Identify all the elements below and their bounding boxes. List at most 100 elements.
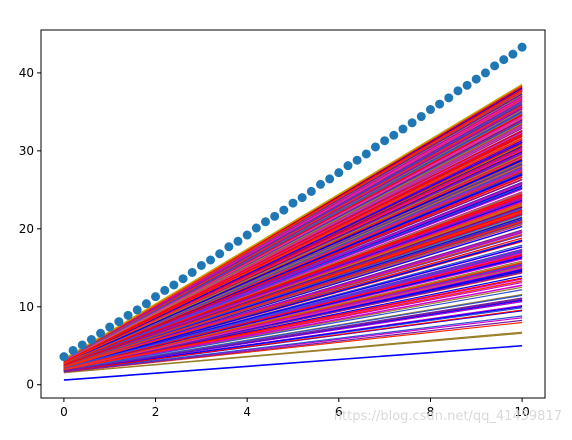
scatter-point-33 bbox=[361, 149, 371, 159]
fit-line-368 bbox=[63, 141, 523, 363]
axes: 0 2 4 6 8 10 0 10 20 30 40 bbox=[19, 66, 530, 419]
x-tick-label-3: 6 bbox=[335, 405, 343, 419]
fit-line-373 bbox=[63, 211, 523, 367]
scatter-point-37 bbox=[398, 124, 408, 134]
scatter-point-34 bbox=[370, 142, 380, 152]
fit-line-highest bbox=[63, 83, 523, 360]
fit-line-418 bbox=[63, 233, 523, 368]
scatter-point-36 bbox=[389, 130, 399, 140]
x-tick-label-5: 10 bbox=[514, 405, 529, 419]
fit-line-410 bbox=[63, 105, 523, 361]
scatter-point-3 bbox=[86, 335, 96, 345]
scatter-point-30 bbox=[334, 168, 344, 178]
fit-line-405 bbox=[63, 248, 523, 369]
fit-line-376 bbox=[63, 126, 523, 362]
fit-line-377 bbox=[63, 280, 523, 371]
scatter-point-22 bbox=[261, 217, 271, 227]
scatter-point-1 bbox=[68, 345, 78, 355]
scatter-point-0 bbox=[59, 352, 69, 362]
scatter-point-13 bbox=[178, 274, 188, 284]
fit-line-281 bbox=[63, 277, 523, 371]
fit-line-389 bbox=[63, 159, 523, 364]
scatter-point-4 bbox=[96, 328, 106, 338]
fit-line-233 bbox=[63, 309, 523, 372]
x-tick-label-1: 2 bbox=[152, 405, 160, 419]
scatter-point-38 bbox=[407, 118, 417, 128]
scatter-point-11 bbox=[160, 285, 170, 295]
x-tick-label-4: 8 bbox=[427, 405, 435, 419]
fit-line-231 bbox=[63, 305, 523, 372]
scatter-point-43 bbox=[453, 86, 463, 96]
scatter-point-35 bbox=[380, 136, 390, 146]
fit-line-69 bbox=[63, 315, 523, 373]
fit-line-274 bbox=[63, 198, 523, 366]
fit-line-415 bbox=[63, 135, 523, 363]
scatter-point-20 bbox=[242, 230, 252, 240]
fit-line-396 bbox=[63, 122, 523, 362]
scatter-point-31 bbox=[343, 161, 353, 171]
fit-line-312 bbox=[63, 183, 523, 366]
scatter-point-45 bbox=[471, 74, 481, 84]
fit-line-lowest bbox=[63, 344, 523, 381]
scatter-point-25 bbox=[288, 198, 298, 208]
fit-line-406 bbox=[63, 193, 523, 366]
fit-line-408 bbox=[63, 167, 523, 365]
scatter-point-39 bbox=[416, 112, 426, 122]
fit-line-361 bbox=[63, 154, 523, 364]
scatter-point-50 bbox=[517, 42, 527, 52]
scatter-point-42 bbox=[444, 93, 454, 103]
fit-line-152 bbox=[63, 284, 523, 371]
fit-line-409 bbox=[63, 150, 523, 364]
fit-line-393 bbox=[63, 298, 523, 372]
scatter-point-17 bbox=[215, 249, 225, 259]
scatter-point-16 bbox=[206, 255, 216, 265]
fit-line-379 bbox=[63, 95, 523, 361]
fit-line-275 bbox=[63, 271, 523, 370]
y-tick-label-2: 20 bbox=[19, 222, 34, 236]
scatter-point-40 bbox=[425, 105, 435, 115]
scatter-point-46 bbox=[480, 68, 490, 78]
scatter-point-5 bbox=[105, 322, 115, 332]
fit-line-411 bbox=[63, 111, 523, 362]
scatter-points bbox=[59, 42, 527, 362]
fit-line-395 bbox=[63, 130, 523, 363]
scatter-point-2 bbox=[77, 340, 87, 350]
fit-line-355 bbox=[63, 254, 523, 369]
scatter-point-23 bbox=[270, 211, 280, 221]
scatter-point-29 bbox=[325, 174, 335, 184]
scatter-point-49 bbox=[508, 49, 518, 59]
fit-line-414 bbox=[63, 170, 523, 365]
scatter-point-48 bbox=[499, 55, 509, 65]
scatter-point-7 bbox=[123, 310, 133, 320]
fit-line-398 bbox=[63, 176, 523, 365]
scatter-point-44 bbox=[462, 80, 472, 90]
scatter-point-26 bbox=[297, 193, 307, 203]
fit-line-416 bbox=[63, 319, 523, 373]
x-tick-label-0: 0 bbox=[60, 405, 68, 419]
scatter-point-6 bbox=[114, 317, 124, 327]
fit-line-353 bbox=[63, 294, 523, 372]
scatter-point-32 bbox=[352, 155, 362, 165]
scatter-point-41 bbox=[435, 99, 445, 109]
fit-line-417 bbox=[63, 117, 523, 362]
scatter-point-24 bbox=[279, 205, 289, 215]
scatter-point-9 bbox=[141, 299, 151, 309]
watermark-text: https://blog.csdn.net/qq_41459817 bbox=[334, 409, 562, 424]
fit-line-391 bbox=[63, 267, 523, 370]
fit-line-404 bbox=[63, 100, 523, 361]
regression-lines bbox=[63, 83, 523, 381]
fit-line-262 bbox=[63, 289, 523, 371]
scatter-point-8 bbox=[132, 305, 142, 315]
scatter-point-18 bbox=[224, 242, 234, 252]
y-tick-label-0: 0 bbox=[26, 378, 34, 392]
scatter-point-19 bbox=[233, 236, 243, 246]
scatter-point-47 bbox=[490, 61, 500, 71]
y-tick-label-4: 40 bbox=[19, 66, 34, 80]
scatter-point-12 bbox=[169, 280, 179, 290]
scatter-point-21 bbox=[251, 223, 261, 233]
y-tick-label-3: 30 bbox=[19, 144, 34, 158]
scatter-point-10 bbox=[151, 292, 161, 302]
fit-line-399 bbox=[63, 262, 523, 370]
